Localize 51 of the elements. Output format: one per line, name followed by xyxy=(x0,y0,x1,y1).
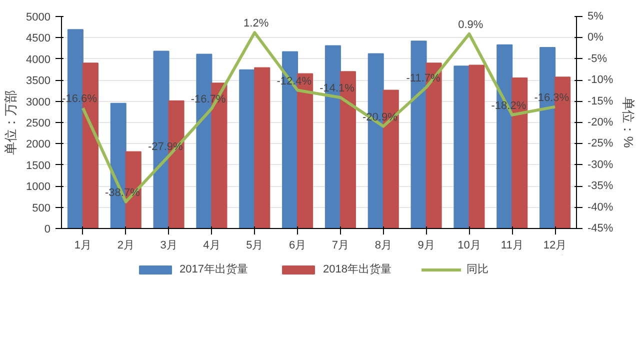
x-tick-label: 7月 xyxy=(332,240,350,252)
x-tick-label: 5月 xyxy=(246,240,264,252)
x-tick-label: 9月 xyxy=(418,240,435,252)
y-tick-label: 0 xyxy=(44,224,51,236)
y-tick-label: 1500 xyxy=(26,160,51,172)
data-label: -16.6% xyxy=(62,93,98,106)
y2-tick-label: -35% xyxy=(588,180,614,192)
y2-tick-label: -15% xyxy=(588,95,614,108)
legend-label: 2018年出货量 xyxy=(323,262,392,276)
data-label: -16.7% xyxy=(190,94,226,106)
y-tick-label: 5000 xyxy=(26,12,51,24)
y2-tick-label: -5% xyxy=(588,52,608,65)
y-tick-label: 2500 xyxy=(26,118,51,130)
x-tick-label: 6月 xyxy=(288,240,306,252)
y2-tick-label: -20% xyxy=(588,116,614,128)
y2-tick-label: -45% xyxy=(588,222,614,234)
x-tick-label: 11月 xyxy=(500,240,524,252)
y-tick-label: 4500 xyxy=(26,32,51,45)
bar xyxy=(254,67,270,228)
x-tick-label: 4月 xyxy=(203,240,220,252)
x-tick-label: 2月 xyxy=(117,240,134,252)
y-tick-label: 500 xyxy=(32,202,51,214)
data-label: 0.9% xyxy=(458,18,484,31)
data-label: 1.2% xyxy=(244,18,269,30)
y-tick-label: 4000 xyxy=(26,54,51,66)
y-tick-label: 3000 xyxy=(26,96,51,108)
x-tick-label: 12月 xyxy=(543,240,567,252)
x-tick-label: 8月 xyxy=(374,240,392,252)
bar xyxy=(454,66,470,228)
data-label: -16.3% xyxy=(534,92,570,104)
legend-label: 2017年出货量 xyxy=(180,262,248,276)
x-tick-label: 10月 xyxy=(458,240,481,252)
y2-tick-label: -30% xyxy=(588,158,614,171)
bar xyxy=(239,69,256,228)
x-tick-label: 1月 xyxy=(74,240,92,252)
data-label: -14.1% xyxy=(320,82,355,94)
y2-axis-title: 单位：% xyxy=(621,97,636,148)
y2-tick-label: 0% xyxy=(588,32,604,44)
y2-tick-label: 5% xyxy=(588,10,604,22)
y-tick-label: 1000 xyxy=(26,181,51,194)
y2-tick-label: -40% xyxy=(588,201,614,214)
y2-tick-label: -10% xyxy=(588,74,614,86)
y-axis-title: 单位：万部 xyxy=(3,90,18,155)
y-tick-label: 3500 xyxy=(26,75,51,88)
y-tick-label: 2000 xyxy=(26,138,51,151)
legend-label: 同比 xyxy=(466,262,488,276)
bar xyxy=(468,64,485,228)
data-label: -27.9% xyxy=(148,140,184,153)
data-label: -11.7% xyxy=(406,72,441,84)
x-tick-label: 3月 xyxy=(160,240,178,252)
y2-tick-label: -25% xyxy=(588,138,614,150)
